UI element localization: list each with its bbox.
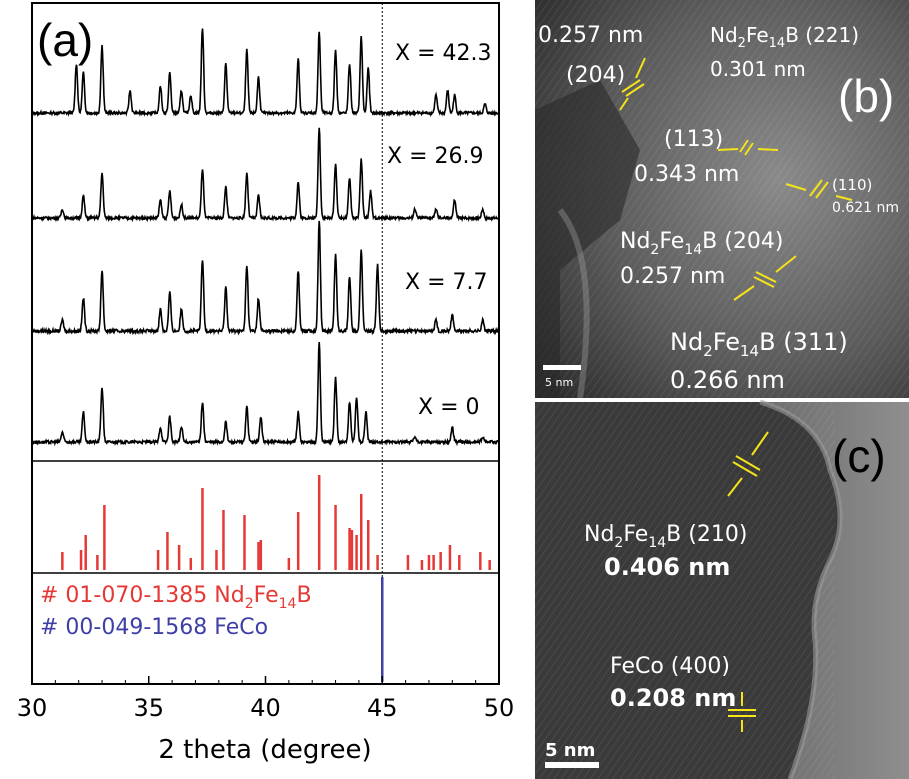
- annotation-b-204: (204): [566, 63, 625, 88]
- annotation-c-nd-210: Nd2Fe14B (210): [584, 522, 747, 551]
- annotation-b-0266nm: 0.266 nm: [670, 366, 785, 394]
- panel-b-label: (b): [838, 70, 894, 122]
- lattice-marker-400: [728, 692, 756, 732]
- lattice-marker-204-mid: [733, 255, 797, 301]
- x-tick-label: 40: [250, 694, 281, 722]
- panel-c-label: (c): [832, 430, 886, 482]
- x-tick-label: 30: [17, 694, 48, 722]
- annotation-c-feco-400: FeCo (400): [610, 654, 730, 679]
- xrd-pattern-line: [31, 220, 500, 336]
- annotation-b-0621nm: 0.621 nm: [832, 200, 899, 216]
- xrd-pattern-line: [31, 127, 500, 223]
- annotation-b-0343nm: 0.343 nm: [634, 162, 739, 187]
- pattern-label-x42: X = 42.3: [395, 41, 491, 66]
- x-tick-label: 50: [484, 694, 515, 722]
- scalebar-b-label: 5 nm: [545, 376, 573, 389]
- annotation-b-0301nm: 0.301 nm: [710, 57, 806, 81]
- xrd-pattern-line: [31, 341, 499, 447]
- annotation-b-113: (113): [664, 127, 723, 152]
- lattice-marker-210: [727, 431, 769, 497]
- pattern-label-x26: X = 26.9: [387, 144, 483, 169]
- panel-a: (a) X = 42.3 X = 26.9 X = 7.7 X = 0 # 01…: [17, 2, 515, 765]
- lattice-marker-204-top: [619, 57, 646, 111]
- lattice-texture-c: [535, 402, 835, 779]
- panel-b-tem-image: (b) 0.257 nm (204) Nd2Fe14B (221) 0.301 …: [535, 0, 909, 399]
- annotation-b-221: Nd2Fe14B (221): [710, 23, 859, 51]
- scalebar-b: [543, 365, 581, 370]
- annotation-c-0208nm: 0.208 nm: [610, 684, 736, 712]
- scalebar-c-label: 5 nm: [545, 740, 595, 761]
- annotation-b-nd-311: Nd2Fe14B (311): [670, 328, 848, 360]
- reference-label-feco: # 00-049-1568 FeCo: [40, 615, 268, 640]
- annotation-b-0257nm-mid: 0.257 nm: [620, 264, 725, 289]
- x-axis-label: 2 theta (degree): [158, 735, 371, 765]
- x-axis-ticks: 30 35 40 45 50: [17, 676, 515, 722]
- annotation-b-nd-204: Nd2Fe14B (204): [620, 229, 783, 258]
- pattern-label-x7: X = 7.7: [405, 270, 487, 295]
- lattice-marker-110: [785, 179, 853, 201]
- particle-shadow-b: [535, 80, 640, 398]
- x-tick-label: 45: [367, 694, 398, 722]
- annotation-c-0406nm: 0.406 nm: [604, 553, 730, 581]
- particle-edge-b: [557, 208, 590, 399]
- lattice-marker-113: [717, 139, 779, 156]
- panel-c-tem-image: (c) Nd2Fe14B (210) 0.406 nm FeCo (400) 0…: [535, 399, 909, 779]
- xrd-patterns: [31, 28, 500, 447]
- panel-a-label: (a): [37, 14, 93, 66]
- xrd-plot-frame: [31, 2, 500, 685]
- annotation-b-0257nm-top: 0.257 nm: [538, 23, 643, 48]
- reference-sticks: [61, 475, 491, 682]
- xrd-pattern-line: [31, 28, 500, 118]
- pattern-label-x0: X = 0: [418, 395, 480, 420]
- x-tick-label: 35: [133, 694, 164, 722]
- scalebar-c: [545, 762, 599, 768]
- annotation-b-110: (110): [832, 176, 872, 194]
- reference-label-nd2fe14b: # 01-070-1385 Nd2Fe14B: [40, 583, 312, 612]
